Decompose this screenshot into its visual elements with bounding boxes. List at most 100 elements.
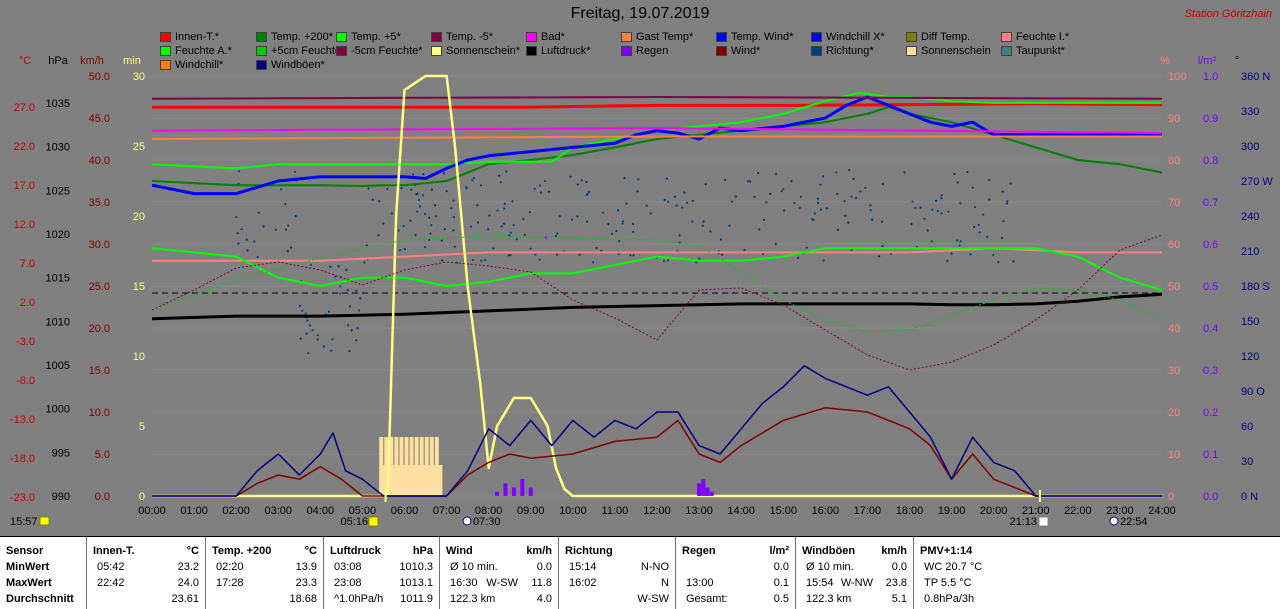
direction-point [415, 193, 418, 196]
direction-point [903, 171, 906, 174]
direction-point [678, 234, 681, 237]
direction-point [946, 259, 949, 262]
wind-tick-label: 15.0 [89, 365, 110, 377]
direction-point [382, 222, 385, 225]
sunshine-tick-label: 10 [133, 351, 145, 363]
pressure-tick-label: 995 [52, 447, 70, 459]
legend: Innen-T.* Temp. +200* Temp. +5* Temp. -5* Ba… [160, 30, 1120, 74]
direction-point [327, 310, 331, 313]
legend-label: Temp. +5* [351, 31, 401, 43]
stats-cell-left: 17:28 [216, 577, 244, 589]
stats-cell-right: 0.1 [773, 577, 789, 589]
legend-swatch [811, 32, 822, 42]
time-tick-label: 10:00 [559, 505, 587, 517]
legend-swatch [431, 46, 442, 56]
direction-point [274, 228, 277, 231]
stats-cell-left: WC 20.7 °C [924, 561, 983, 573]
direction-point [1009, 182, 1012, 185]
direction-point [934, 199, 938, 202]
direction-point [397, 229, 400, 232]
direction-tick-label: 120 [1241, 351, 1259, 363]
direction-point [1012, 260, 1015, 263]
rain-bar [511, 487, 516, 496]
time-tick-label: 13:00 [685, 505, 713, 517]
stats-title: Innen-T. [93, 545, 135, 557]
direction-point [487, 228, 490, 231]
series-line [151, 127, 1163, 135]
stats-header: Sensor [6, 543, 80, 559]
direction-point [349, 305, 352, 308]
direction-point [621, 222, 624, 225]
stats-cell-left: 02:20 [216, 561, 244, 573]
stats-unit: l/m² [769, 545, 789, 557]
stats-cell-left: ^1.0hPa/h [334, 593, 384, 605]
stats-row: 22:42 24.0 [93, 575, 199, 591]
direction-point [507, 254, 510, 257]
direction-point [753, 195, 756, 199]
wind-tick-label: 0.0 [95, 491, 110, 503]
legend-label: Taupunkt* [1016, 45, 1065, 57]
axis-unit-label: % [1160, 55, 1170, 67]
axis-unit-label: °C [19, 55, 31, 67]
direction-point [1006, 200, 1009, 203]
direction-point [757, 171, 760, 175]
stats-cell-right: 0.0 [536, 561, 552, 573]
stats-title: Regen [682, 545, 716, 557]
direction-point [847, 221, 850, 224]
stats-cell-right: N [661, 577, 669, 589]
pressure-tick-label: 1030 [46, 142, 70, 154]
direction-point [377, 234, 380, 237]
direction-point [484, 258, 487, 262]
stats-row: 122.3 km 5.1 [802, 591, 907, 607]
direction-point [585, 193, 589, 197]
direction-point [554, 235, 558, 238]
direction-point [819, 208, 822, 211]
series-line [152, 74, 1162, 498]
time-tick-label: 06:00 [391, 505, 419, 517]
direction-point [576, 215, 579, 218]
stats-row: 15:14 N-NO [565, 559, 669, 575]
direction-point [730, 200, 734, 203]
direction-point [987, 178, 991, 182]
direction-tick-label: 60 [1241, 421, 1253, 433]
temp-tick-label: -18.0 [10, 453, 35, 465]
pressure-tick-label: 1025 [46, 185, 70, 197]
direction-point [378, 200, 381, 203]
wind-tick-label: 25.0 [89, 281, 110, 293]
direction-point [956, 181, 959, 184]
stats-row: 122.3 km 4.0 [446, 591, 552, 607]
direction-point [529, 247, 532, 250]
direction-point [625, 202, 628, 205]
direction-point [623, 176, 626, 180]
rain-tick-label: 0.1 [1203, 449, 1218, 461]
legend-swatch [336, 32, 347, 42]
direction-point [836, 228, 839, 231]
direction-point [256, 255, 259, 259]
legend-label: Windböen* [271, 59, 325, 71]
legend-label: Richtung* [826, 45, 874, 57]
direction-point [774, 242, 777, 245]
direction-point [555, 253, 559, 256]
time-tick-label: 17:00 [854, 505, 882, 517]
rain-tick-label: 0.9 [1203, 113, 1218, 125]
stats-cell-right: W-SW [637, 593, 669, 605]
stats-unit: °C [186, 545, 199, 557]
direction-point [986, 235, 989, 238]
legend-swatch [160, 32, 171, 42]
direction-point [585, 180, 588, 184]
direction-point [496, 209, 499, 212]
direction-point [695, 261, 698, 264]
direction-point [570, 218, 574, 221]
direction-point [476, 221, 480, 224]
stats-cell-right: 4.0 [536, 593, 552, 605]
legend-swatch [716, 46, 727, 56]
rain-tick-label: 0.0 [1203, 491, 1218, 503]
direction-tick-label: 30 [1241, 456, 1253, 468]
direction-point [480, 184, 483, 187]
direction-point [512, 223, 515, 227]
direction-point [662, 260, 666, 263]
stats-cell-left: TP 5.5 °C [924, 577, 972, 589]
direction-point [416, 210, 419, 213]
soil-moisture-curve [151, 234, 1163, 371]
direction-point [286, 249, 289, 253]
